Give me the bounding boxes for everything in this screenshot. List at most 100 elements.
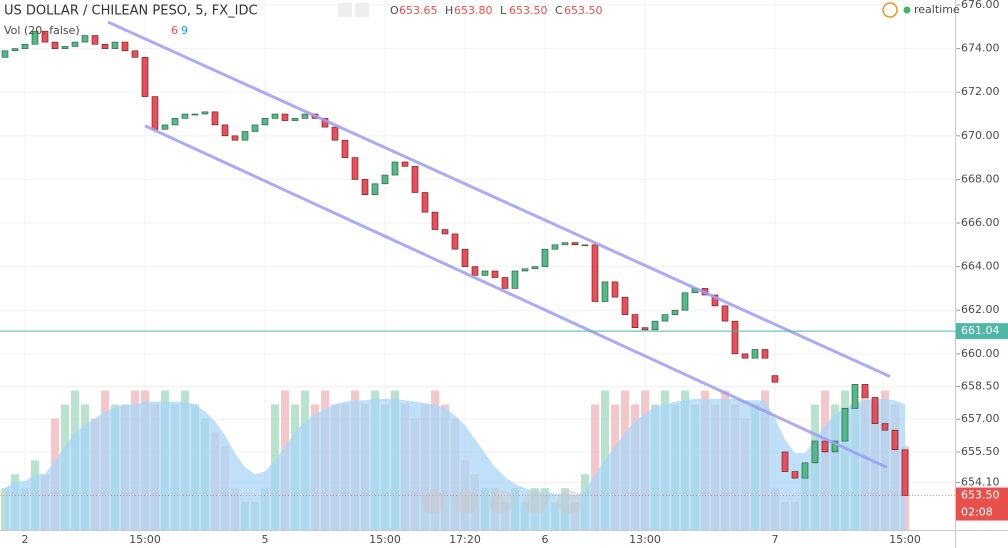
candle-body <box>451 233 459 250</box>
nav-button[interactable] <box>557 490 581 514</box>
y-tick-label: 676.00 <box>961 0 1000 11</box>
candle-body <box>891 429 899 451</box>
candle-body <box>241 131 249 141</box>
candle-body <box>401 161 409 167</box>
ohlc-value: 653.50 <box>564 4 603 17</box>
y-tick-label: 668.00 <box>961 172 1000 185</box>
candle-body <box>641 327 649 331</box>
candle-body <box>511 270 519 289</box>
ohlc-value: 653.50 <box>509 4 548 17</box>
candle-body <box>11 48 19 52</box>
trend-line <box>107 20 891 378</box>
candle-body <box>721 305 729 322</box>
nav-button[interactable] <box>421 490 445 514</box>
candle-body <box>551 244 559 250</box>
candle-body <box>471 266 479 276</box>
candle-body <box>411 166 419 193</box>
candle-body <box>91 35 99 45</box>
ohlc-key: O <box>390 4 399 17</box>
candle-body <box>591 244 599 302</box>
candle-body <box>121 41 129 52</box>
y-tick-label: 654.10 <box>961 475 1000 488</box>
candle-body <box>31 30 39 45</box>
candle-body <box>111 41 119 49</box>
candle-body <box>201 111 209 115</box>
last-price-label: 653.50 <box>961 489 1000 502</box>
candle-body <box>661 314 669 322</box>
y-tick-label: 670.00 <box>961 129 1000 142</box>
x-tick-label: 6 <box>542 533 549 546</box>
candle-body <box>531 266 539 270</box>
candle-body <box>171 118 179 126</box>
x-tick-label: 15:00 <box>129 533 161 546</box>
x-tick-label: 13:00 <box>629 533 661 546</box>
candle-body <box>151 96 159 130</box>
candle-body <box>671 309 679 315</box>
icon[interactable] <box>355 3 369 17</box>
nav-button[interactable] <box>455 490 479 514</box>
candle-body <box>801 462 809 479</box>
candle-body <box>41 30 49 43</box>
x-tick-label: 2 <box>22 533 29 546</box>
candle-body <box>711 294 719 307</box>
candle-body <box>191 113 199 116</box>
chart-title: US DOLLAR / CHILEAN PESO, 5, FX_IDC <box>4 4 258 19</box>
alert-icon[interactable] <box>882 2 898 18</box>
status: realtime <box>914 3 960 16</box>
x-tick-label: 15:00 <box>369 533 401 546</box>
status-dot <box>903 6 911 14</box>
candle-body <box>601 281 609 302</box>
ohlc-value: 653.80 <box>454 4 493 17</box>
candle-body <box>61 46 69 49</box>
countdown: 02:08 <box>961 506 993 519</box>
candle-body <box>761 349 769 359</box>
candle-body <box>621 296 629 315</box>
candle-body <box>231 135 239 141</box>
candle-body <box>871 397 879 424</box>
icon[interactable] <box>338 3 352 17</box>
level-label-box <box>956 323 1008 340</box>
candle-body <box>541 248 549 267</box>
candle-body <box>71 41 79 47</box>
y-tick-label: 666.00 <box>961 216 1000 229</box>
candle-body <box>481 270 489 276</box>
ohlc-key: C <box>555 4 563 17</box>
ohlc-key: H <box>445 4 453 17</box>
candle-body <box>331 126 339 141</box>
candle-body <box>771 375 779 383</box>
candle-body <box>141 57 149 97</box>
x-tick-label: 15:00 <box>889 533 921 546</box>
candle-body <box>381 174 389 185</box>
candle-body <box>851 384 859 409</box>
candle-body <box>631 314 639 328</box>
candle-body <box>791 471 799 479</box>
x-tick-label: 17:20 <box>449 533 481 546</box>
candle-body <box>731 320 739 355</box>
candle-body <box>251 124 259 132</box>
candle-body <box>181 113 189 119</box>
candle-body <box>1 50 9 58</box>
ohlc-value: 653.65 <box>399 4 438 17</box>
candle-body <box>101 43 109 49</box>
plot <box>0 0 956 530</box>
candle-body <box>51 41 59 49</box>
y-tick-label: 660.00 <box>961 347 1000 360</box>
y-tick-label: 658.50 <box>961 380 1000 393</box>
nav-button[interactable] <box>489 490 513 514</box>
level-label: 661.04 <box>961 324 1000 337</box>
y-tick-label: 655.50 <box>961 445 1000 458</box>
navigation <box>421 490 581 514</box>
y-tick-label: 662.00 <box>961 303 1000 316</box>
trend-line <box>144 124 888 469</box>
candle-body <box>211 111 219 126</box>
candle-body <box>301 113 309 119</box>
y-tick-label: 664.00 <box>961 260 1000 273</box>
ohlc-key: L <box>500 4 507 17</box>
candle-body <box>261 118 269 126</box>
volume-legend-ma: 9 <box>181 24 188 37</box>
candle-body <box>741 353 749 359</box>
nav-button[interactable] <box>523 490 547 514</box>
candle-body <box>461 248 469 267</box>
x-tick-label: 7 <box>772 533 779 546</box>
